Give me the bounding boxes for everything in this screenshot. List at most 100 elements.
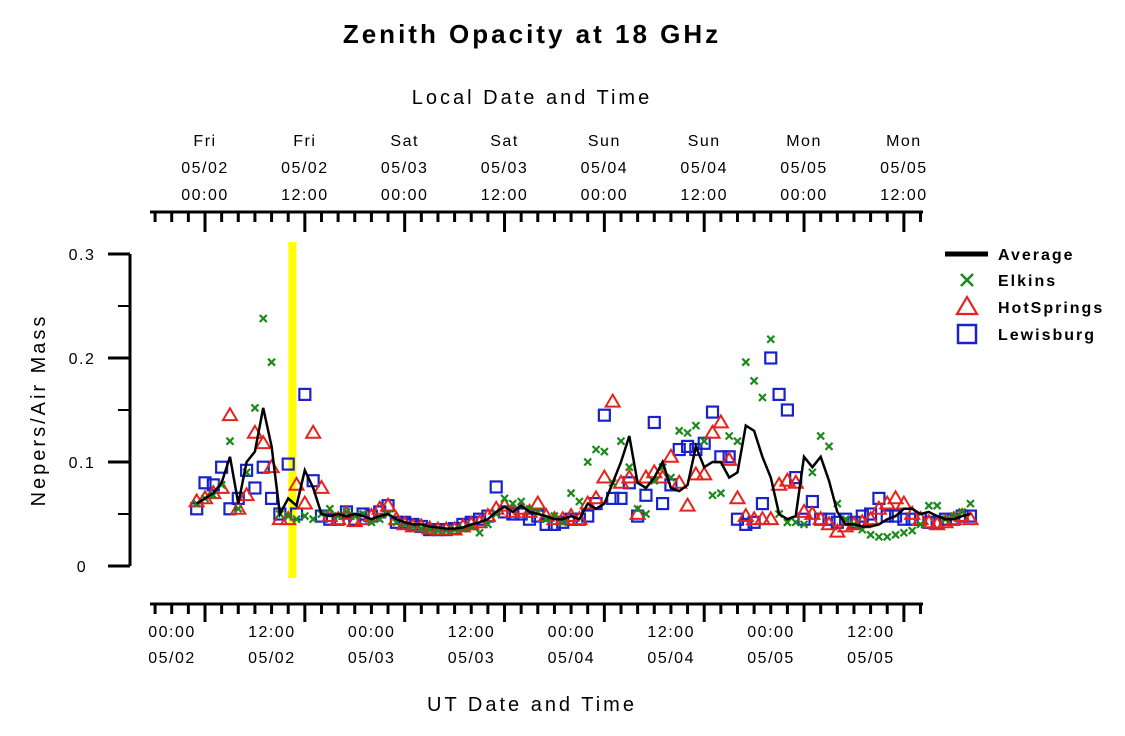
- top-tick-label-date: 05/04: [581, 160, 629, 177]
- top-tick-label-time: 00:00: [381, 187, 429, 204]
- lewisburg-point: [697, 436, 711, 450]
- hotsprings-point: [562, 507, 580, 522]
- elkins-point: [674, 426, 684, 436]
- elkins-point: [475, 528, 484, 537]
- hotsprings-point: [861, 510, 880, 526]
- elkins-point: [225, 436, 235, 446]
- elkins-point: [292, 514, 301, 524]
- hotsprings-point: [620, 468, 639, 484]
- legend-label-elkins: Elkins: [998, 273, 1057, 290]
- elkins-point: [691, 421, 701, 430]
- elkins-point: [516, 497, 526, 506]
- hotsprings-point: [229, 499, 248, 515]
- elkins-point: [758, 393, 767, 402]
- elkins-point: [283, 511, 293, 521]
- top-tick-label-time: 12:00: [680, 187, 728, 204]
- top-tick-label-date: 05/02: [181, 160, 229, 177]
- elkins-point: [866, 530, 875, 540]
- x-tick-label-date: 05/05: [847, 650, 895, 667]
- elkins-point: [267, 357, 276, 367]
- elkins-point: [924, 501, 934, 510]
- legend-label-hotsprings: HotSprings: [998, 300, 1104, 317]
- top-tick-label-day: Fri: [193, 133, 216, 150]
- top-tick-label-time: 00:00: [581, 187, 629, 204]
- elkins-point: [325, 504, 335, 514]
- lewisburg-point: [281, 457, 295, 471]
- top-tick-label-date: 05/05: [780, 160, 828, 177]
- top-tick-label-date: 05/04: [680, 160, 728, 177]
- x-tick-label-time: 00:00: [148, 624, 196, 641]
- lewisburg-point: [264, 491, 279, 505]
- elkins-point: [891, 530, 900, 540]
- hotsprings-point: [379, 496, 397, 512]
- hotsprings-point: [762, 510, 780, 526]
- x-tick-label-date: 05/03: [448, 650, 496, 667]
- elkins-point: [708, 491, 717, 500]
- x-tick-label-time: 12:00: [448, 624, 496, 641]
- top-tick-label-date: 05/02: [281, 160, 329, 177]
- elkins-point: [300, 511, 310, 521]
- y-tick-label: 0.1: [69, 455, 96, 472]
- lewisburg-point: [639, 488, 653, 502]
- chart-title: Zenith Opacity at 18 GHz: [343, 19, 721, 49]
- elkins-point: [724, 431, 734, 441]
- top-tick-label-day: Mon: [886, 133, 922, 150]
- top-tick-label-day: Sun: [688, 133, 721, 150]
- elkins-point: [733, 436, 742, 446]
- x-tick-label-date: 05/04: [548, 650, 596, 667]
- top-tick-label-time: 00:00: [181, 187, 229, 204]
- x-axis-title: UT Date and Time: [427, 694, 637, 716]
- hotsprings-point: [745, 510, 763, 526]
- lewisburg-point: [664, 478, 678, 492]
- elkins-point: [591, 445, 601, 454]
- elkins-point: [500, 494, 509, 503]
- lewisburg-point: [705, 405, 720, 419]
- x-tick-label-time: 12:00: [248, 624, 296, 641]
- hotsprings-point: [820, 515, 838, 531]
- hotsprings-point: [728, 489, 747, 505]
- elkins-point: [699, 436, 709, 446]
- hotsprings-point: [237, 486, 256, 502]
- legend-swatch-elkins: [960, 273, 974, 287]
- top-tick-label-day: Mon: [786, 133, 822, 150]
- elkins-point: [749, 376, 759, 386]
- y-tick-label: 0: [77, 559, 87, 576]
- top-tick-label-date: 05/05: [880, 160, 928, 177]
- lewisburg-point: [614, 491, 628, 505]
- lewisburg-point: [298, 387, 312, 401]
- hotsprings-point: [337, 505, 356, 520]
- elkins-point: [258, 314, 268, 323]
- elkins-point: [766, 335, 776, 344]
- lewisburg-point: [647, 415, 661, 430]
- elkins-point: [234, 504, 243, 514]
- elkins-point: [816, 431, 825, 441]
- elkins-point: [932, 501, 942, 510]
- lewisburg-point: [764, 351, 778, 365]
- lewisburg-point: [489, 480, 503, 494]
- hotsprings-point: [712, 413, 730, 429]
- hotsprings-point: [221, 406, 239, 422]
- elkins-point: [791, 518, 800, 527]
- elkins-point: [600, 447, 609, 456]
- legend-label-average: Average: [998, 247, 1075, 264]
- elkins-point: [916, 520, 925, 529]
- elkins-point: [650, 476, 659, 485]
- x-tick-label-date: 05/03: [348, 650, 396, 667]
- elkins-point: [641, 509, 651, 519]
- lewisburg-point: [672, 442, 686, 457]
- y-axis-title: Nepers/Air Mass: [28, 314, 50, 507]
- elkins-point: [907, 526, 917, 535]
- x-tick-label-time: 00:00: [747, 624, 795, 641]
- elkins-point: [308, 514, 318, 524]
- elkins-point: [808, 468, 817, 477]
- lewisburg-point: [248, 481, 262, 495]
- x-tick-label-time: 12:00: [847, 624, 895, 641]
- hotsprings-point: [886, 489, 905, 505]
- lewisburg-point: [772, 387, 786, 401]
- hotsprings-point: [695, 465, 713, 481]
- hotsprings-point: [811, 510, 830, 526]
- x-tick-label-date: 05/05: [747, 650, 795, 667]
- lewisburg-point: [888, 509, 903, 523]
